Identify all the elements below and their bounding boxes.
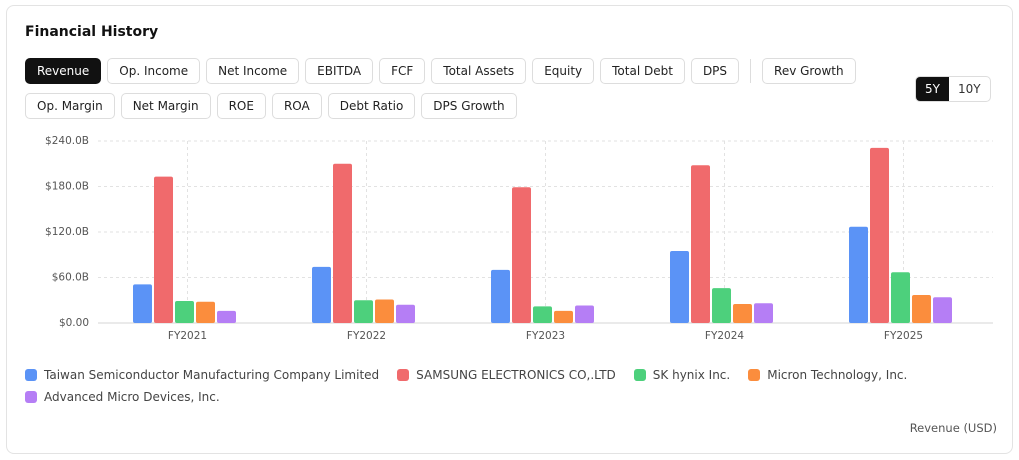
legend-item[interactable]: SAMSUNG ELECTRONICS CO,.LTD [397,367,616,383]
tab[interactable]: Total Assets [431,58,527,84]
x-tick-label: FY2025 [884,330,923,342]
tab[interactable]: Op. Margin [25,93,115,119]
tab-row: Op. Margin Net Margin ROE ROA Debt Ratio… [25,93,517,119]
footnote: Revenue (USD) [909,421,997,435]
legend-label: Micron Technology, Inc. [767,368,908,382]
y-tick-label: $180.0B [45,181,89,193]
tab[interactable]: Op. Income [107,58,201,84]
legend-item[interactable]: Micron Technology, Inc. [748,367,907,383]
legend-item[interactable]: Advanced Micro Devices, Inc. [25,389,220,405]
bar [396,304,415,323]
x-tick-label: FY2023 [526,330,565,342]
bar [333,163,352,323]
tab[interactable]: EBITDA [305,58,374,84]
bar [154,176,173,323]
tab[interactable]: DPS [690,58,740,84]
legend-label: Advanced Micro Devices, Inc. [44,390,220,404]
bar [870,147,889,323]
bar [533,306,552,323]
bar [891,272,910,323]
legend-label: SK hynix Inc. [652,368,731,382]
bar [670,250,689,323]
bar [217,310,236,323]
bar [933,297,952,323]
bar [133,284,152,323]
tab[interactable]: Total Debt [600,58,685,84]
bar [354,300,373,323]
bar [375,299,394,323]
bar [175,301,194,323]
chart: $0.00 $60.0B $120.0B $180.0B $240.0B FY2021 FY… [45,135,993,342]
legend-label: SAMSUNG ELECTRONICS CO,.LTD [416,368,616,382]
title: Financial History [25,24,159,40]
bar [312,266,331,323]
tab[interactable]: Rev Growth [762,58,856,84]
bar [575,305,594,323]
bar [554,310,573,323]
tab[interactable]: Debt Ratio [327,93,416,119]
y-tick-label: $60.0B [52,272,89,284]
tab-row: Revenue Op. Income Net Income EBITDA FCF… [25,58,856,84]
tab[interactable]: DPS Growth [421,93,517,119]
y-tick-label: $120.0B [45,226,89,238]
y-tick-label: $0.00 [59,317,89,329]
tab[interactable]: Net Margin [120,93,211,119]
bar [491,269,510,323]
tab[interactable]: ROA [271,93,322,119]
legend: Taiwan Semiconductor Manufacturing Compa… [25,367,985,405]
tab[interactable]: Revenue [25,58,102,84]
x-tick-label: FY2024 [705,330,744,342]
period-toggle: 5Y 10Y [915,76,991,102]
period-option[interactable]: 10Y [957,82,981,96]
bar [512,187,531,323]
y-tick-label: $240.0B [45,135,89,147]
legend-item[interactable]: SK hynix Inc. [633,367,731,383]
bar [196,301,215,323]
x-tick-label: FY2022 [347,330,386,342]
legend-swatch [25,369,37,381]
bar [712,288,731,323]
legend-swatch [25,391,37,403]
bar [691,165,710,323]
card [6,5,1013,454]
legend-item[interactable]: Taiwan Semiconductor Manufacturing Compa… [25,367,379,383]
bar [849,226,868,323]
legend-swatch [397,369,410,381]
x-tick-label: FY2021 [168,330,207,342]
bar [754,303,773,323]
bar [733,304,752,323]
legend-swatch [633,369,646,381]
separator [750,59,752,83]
tab[interactable]: ROE [216,93,266,119]
tab[interactable]: FCF [379,58,426,84]
tab[interactable]: Equity [532,58,595,84]
legend-swatch [748,369,761,381]
legend-label: Taiwan Semiconductor Manufacturing Compa… [44,368,380,382]
bar [912,294,931,323]
period-option[interactable]: 5Y [916,77,949,101]
tab[interactable]: Net Income [206,58,300,84]
